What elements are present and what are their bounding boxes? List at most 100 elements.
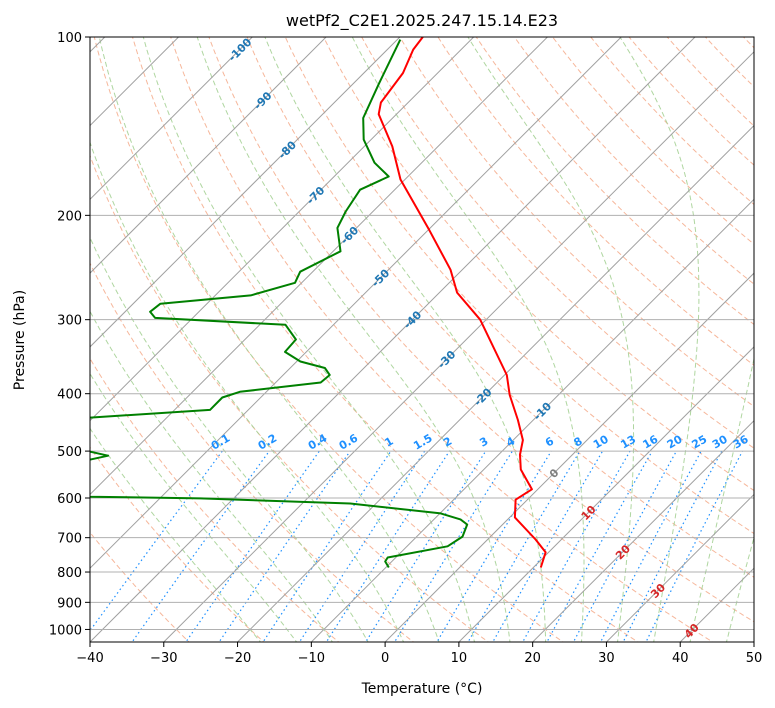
mixing-ratio-line <box>325 450 450 642</box>
isotherm <box>90 37 327 274</box>
dry-adiabat <box>170 37 714 642</box>
isotherm <box>384 272 754 642</box>
x-tick-label: 10 <box>451 651 468 666</box>
plot-frame <box>89 36 755 643</box>
temperature-profile <box>377 37 547 568</box>
isotherm <box>753 641 754 642</box>
moist-adiabat <box>689 356 754 642</box>
x-tick-label: 0 <box>381 651 389 666</box>
isotherm <box>605 493 754 642</box>
mixing-ratio-line <box>298 450 426 642</box>
dry-adiabat <box>769 24 775 645</box>
y-tick-label: 100 <box>57 31 82 46</box>
mixing-ratio-label: 8 <box>572 435 585 450</box>
dry-adiabat <box>284 37 754 535</box>
mixing-ratio-label: 13 <box>618 433 638 452</box>
mixing-ratio-line <box>90 450 223 632</box>
mixing-ratio-label: 3 <box>477 435 490 450</box>
plot-area: 0.1 0.2 0.4 0.6 1 1.5 2 3 4 6 8 10 13 16 20 25 30 36-100-… <box>90 24 775 645</box>
isotherm <box>90 37 696 642</box>
mixing-ratio-label: 6 <box>543 434 556 449</box>
isotherm-label: -30 <box>435 348 458 371</box>
moist-adiabat <box>90 310 334 642</box>
y-tick-label: 200 <box>57 209 82 224</box>
mixing-ratio-label: 1.5 <box>411 432 434 453</box>
dry-adiabat <box>704 37 754 88</box>
dry-adiabat <box>246 37 754 578</box>
chart-title: wetPf2_C2E1.2025.247.15.14.E23 <box>286 11 558 31</box>
mixing-ratio-line <box>467 450 581 642</box>
isotherm <box>531 419 754 642</box>
dry-adiabat <box>322 37 754 492</box>
mixing-ratio-label: 0.4 <box>306 431 330 452</box>
dry-adiabat <box>90 357 340 642</box>
isotherm <box>163 51 754 642</box>
y-tick-label: 600 <box>57 492 82 507</box>
pressure-gridlines <box>90 37 754 630</box>
x-tick-label: 40 <box>672 651 689 666</box>
y-tick-label: 400 <box>57 388 82 403</box>
isotherm <box>458 346 754 642</box>
dry-adiabat <box>666 37 754 127</box>
isotherm <box>236 124 754 642</box>
y-axis-label: Pressure (hPa) <box>12 290 28 390</box>
mixing-ratio-line <box>436 450 552 642</box>
dry-adiabat <box>90 154 490 642</box>
isotherm-label: 10 <box>579 503 599 523</box>
mixing-ratio-line <box>393 450 513 642</box>
moist-adiabats <box>90 37 754 642</box>
mixing-ratio-label: 16 <box>641 432 661 451</box>
mixing-ratio-label: 25 <box>690 433 710 452</box>
moist-adiabat <box>90 236 369 642</box>
y-tick-label: 500 <box>57 445 82 460</box>
x-axis-label: Temperature (°C) <box>361 681 483 697</box>
mixing-ratio-line <box>364 450 487 642</box>
y-tick-label: 700 <box>57 532 82 547</box>
x-tick-label: −40 <box>76 651 103 666</box>
x-tick-label: 20 <box>524 651 541 666</box>
mixing-ratio-label: 2 <box>441 435 454 450</box>
dry-adiabat <box>361 37 754 449</box>
moist-adiabat <box>351 37 585 642</box>
dry-adiabats <box>90 24 775 645</box>
y-tick-label: 800 <box>57 566 82 581</box>
mixing-ratio-label: 20 <box>665 432 685 451</box>
isotherms <box>90 37 754 642</box>
isotherm <box>90 37 622 569</box>
isotherm <box>310 198 754 642</box>
dry-adiabat <box>90 262 415 642</box>
x-tick-label: −20 <box>224 651 251 666</box>
mixing-ratio-line <box>218 450 351 642</box>
x-tick-label: −10 <box>298 651 325 666</box>
dry-adiabat <box>590 37 754 206</box>
isotherm <box>90 37 180 127</box>
x-tick-label: −30 <box>150 651 177 666</box>
mixing-ratio-line <box>645 450 744 642</box>
isotherm <box>90 37 549 496</box>
moist-adiabat <box>90 140 405 642</box>
dry-adiabat <box>437 37 754 366</box>
moist-adiabat <box>725 535 754 642</box>
dry-adiabat <box>90 446 265 642</box>
x-tick-label: 30 <box>598 651 615 666</box>
dry-adiabat <box>475 37 754 326</box>
y-tick-label: 900 <box>57 596 82 611</box>
x-tick-label: 50 <box>746 651 763 666</box>
mixing-ratio-label: 10 <box>591 432 611 451</box>
mixing-ratio-label: 30 <box>710 432 730 451</box>
y-tick-label: 300 <box>57 314 82 329</box>
moist-adiabat <box>90 372 298 642</box>
dry-adiabat <box>742 37 754 49</box>
profiles <box>90 37 547 569</box>
y-tick-label: 1000 <box>49 623 82 638</box>
isotherm <box>90 37 401 348</box>
dry-adiabat <box>131 37 639 642</box>
mixing-ratio-label: 1 <box>383 435 396 450</box>
dewpoint-profile <box>90 39 469 569</box>
moist-adiabat <box>90 427 262 642</box>
dry-adiabat <box>90 531 190 642</box>
moist-adiabat <box>98 37 440 642</box>
mixing-ratio-line <box>622 450 723 642</box>
